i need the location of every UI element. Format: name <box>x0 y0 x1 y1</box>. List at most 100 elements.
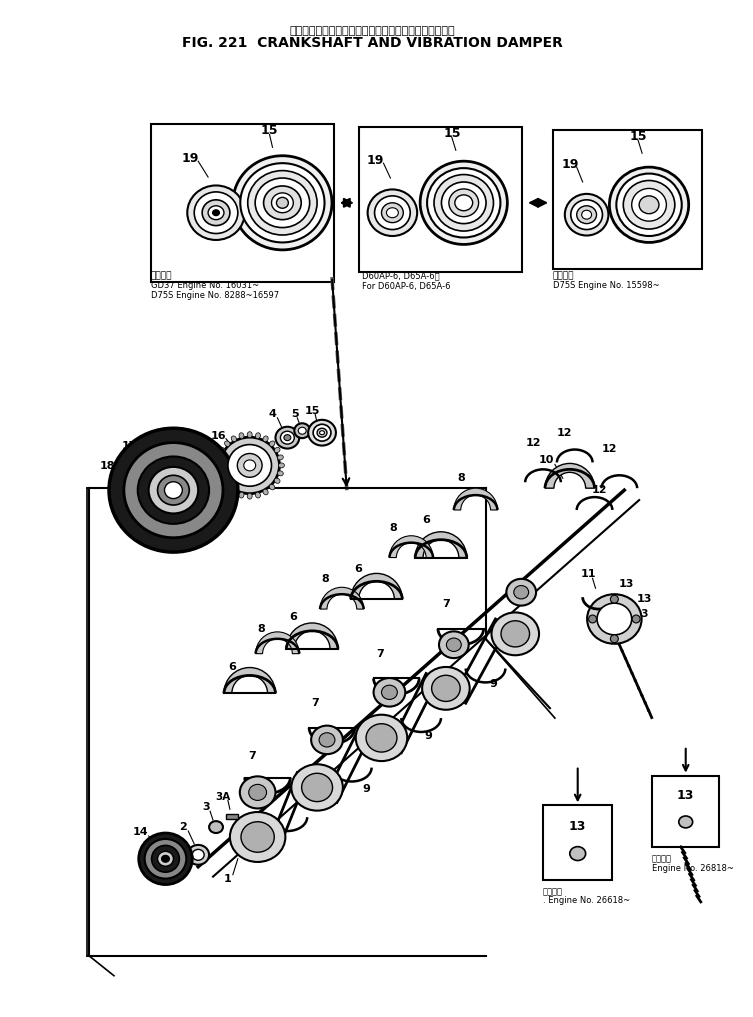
Text: 14: 14 <box>133 827 148 837</box>
Ellipse shape <box>157 851 173 866</box>
Ellipse shape <box>264 186 301 220</box>
Ellipse shape <box>216 471 222 476</box>
Ellipse shape <box>230 812 285 862</box>
Ellipse shape <box>224 484 230 490</box>
Text: 8: 8 <box>258 623 266 634</box>
Ellipse shape <box>164 482 182 498</box>
Ellipse shape <box>632 188 666 221</box>
Ellipse shape <box>298 427 306 434</box>
Ellipse shape <box>587 594 642 644</box>
Ellipse shape <box>319 732 335 747</box>
Text: 6: 6 <box>354 564 361 575</box>
Ellipse shape <box>319 431 325 434</box>
Ellipse shape <box>302 773 333 801</box>
Bar <box>553 130 702 270</box>
Ellipse shape <box>274 447 280 453</box>
Ellipse shape <box>277 455 283 460</box>
Text: . Engine No. 26618~: . Engine No. 26618~ <box>543 896 630 905</box>
Ellipse shape <box>313 424 331 441</box>
Ellipse shape <box>277 471 283 476</box>
Circle shape <box>589 615 596 623</box>
Text: 9: 9 <box>424 731 432 741</box>
Text: 13: 13 <box>635 609 649 619</box>
Text: 7: 7 <box>376 649 384 659</box>
Wedge shape <box>320 587 364 609</box>
Text: 15: 15 <box>443 127 461 140</box>
Ellipse shape <box>187 845 209 864</box>
Text: 12: 12 <box>602 443 617 454</box>
Ellipse shape <box>501 620 529 647</box>
Text: 15: 15 <box>261 124 279 137</box>
Circle shape <box>633 615 640 623</box>
Ellipse shape <box>248 171 317 235</box>
Wedge shape <box>286 623 338 649</box>
Circle shape <box>114 469 123 478</box>
Ellipse shape <box>239 433 244 438</box>
Ellipse shape <box>382 202 404 223</box>
Text: 8: 8 <box>321 575 329 585</box>
Ellipse shape <box>187 185 245 240</box>
Bar <box>151 123 334 282</box>
Ellipse shape <box>239 776 276 809</box>
Ellipse shape <box>194 192 238 234</box>
Ellipse shape <box>311 725 343 755</box>
Ellipse shape <box>514 586 529 599</box>
Ellipse shape <box>279 463 285 468</box>
Text: 5: 5 <box>291 409 299 419</box>
Text: 15: 15 <box>630 130 647 143</box>
Text: 13: 13 <box>636 594 652 604</box>
Ellipse shape <box>148 467 198 514</box>
Text: FIG. 221  CRANKSHAFT AND VIBRATION DAMPER: FIG. 221 CRANKSHAFT AND VIBRATION DAMPER <box>182 37 563 50</box>
Wedge shape <box>545 464 595 488</box>
Ellipse shape <box>449 189 479 217</box>
Ellipse shape <box>263 489 268 495</box>
Ellipse shape <box>263 436 268 441</box>
Ellipse shape <box>565 194 608 236</box>
Ellipse shape <box>216 455 222 460</box>
Text: 19: 19 <box>561 158 578 171</box>
Ellipse shape <box>270 441 275 446</box>
Ellipse shape <box>506 579 536 605</box>
Wedge shape <box>415 532 467 557</box>
Ellipse shape <box>219 478 225 483</box>
Ellipse shape <box>366 724 397 752</box>
Text: 7: 7 <box>442 599 450 609</box>
Text: 6: 6 <box>228 661 236 671</box>
Ellipse shape <box>157 475 189 505</box>
Ellipse shape <box>570 846 586 860</box>
Text: 9: 9 <box>363 784 370 794</box>
Wedge shape <box>389 536 433 557</box>
Text: 3: 3 <box>203 802 210 813</box>
Text: 7: 7 <box>248 751 255 761</box>
Ellipse shape <box>270 484 275 490</box>
Ellipse shape <box>255 178 309 228</box>
Ellipse shape <box>386 207 398 218</box>
Ellipse shape <box>492 612 539 655</box>
Ellipse shape <box>255 433 261 438</box>
Ellipse shape <box>276 427 299 448</box>
Ellipse shape <box>239 492 244 498</box>
Ellipse shape <box>367 189 417 236</box>
Ellipse shape <box>355 715 407 761</box>
Ellipse shape <box>247 493 252 499</box>
Ellipse shape <box>241 822 274 852</box>
Text: クランクシャフト　および　バイブレーション　ダンパ: クランクシャフト および バイブレーション ダンパ <box>290 26 456 37</box>
Text: 19: 19 <box>181 152 199 165</box>
Ellipse shape <box>274 478 280 483</box>
Text: 3A: 3A <box>215 792 230 802</box>
Text: 8: 8 <box>457 473 465 483</box>
Ellipse shape <box>609 167 689 242</box>
Ellipse shape <box>231 436 236 441</box>
Text: Engine No. 26818~: Engine No. 26818~ <box>652 863 734 873</box>
Ellipse shape <box>441 182 486 224</box>
Ellipse shape <box>623 180 675 229</box>
Text: GD37 Engine No. 16031~
D75S Engine No. 8288~16597: GD37 Engine No. 16031~ D75S Engine No. 8… <box>151 281 279 300</box>
Ellipse shape <box>228 444 272 486</box>
Ellipse shape <box>373 678 405 707</box>
Circle shape <box>611 595 618 603</box>
Text: 13: 13 <box>677 789 694 802</box>
Wedge shape <box>256 632 299 654</box>
Text: 12: 12 <box>592 485 607 495</box>
Ellipse shape <box>220 437 279 493</box>
Ellipse shape <box>447 638 462 652</box>
